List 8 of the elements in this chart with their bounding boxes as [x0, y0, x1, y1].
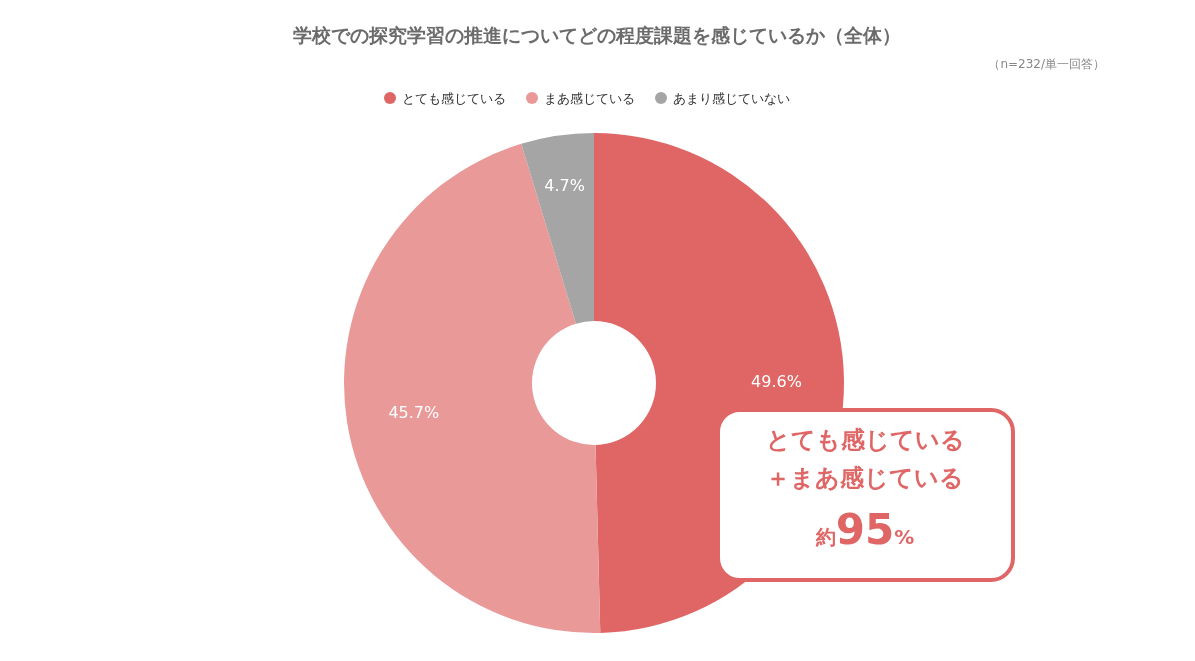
legend-label: とても感じている	[402, 91, 506, 106]
data-label: 49.6%	[751, 371, 802, 391]
data-label: 45.7%	[388, 403, 440, 423]
chart-title: 学校での探究学習の推進についてどの程度課題を感じているか（全体）	[293, 24, 901, 46]
legend-label: まあ感じている	[544, 91, 635, 106]
data-label: 4.7%	[544, 176, 585, 196]
legend-label: あまり感じていない	[673, 91, 790, 106]
text: （n=232/単一回答）	[988, 57, 1105, 71]
